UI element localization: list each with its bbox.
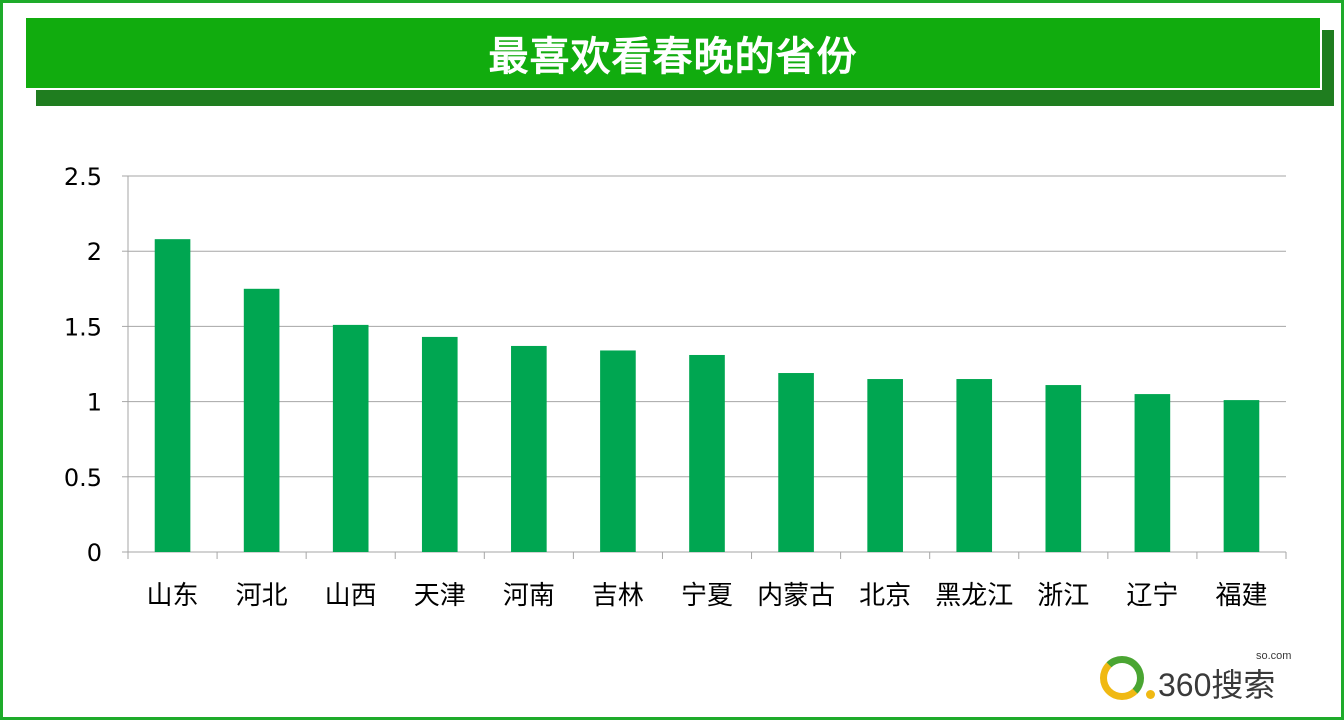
x-tick-labels: 山东 河北 山西 天津 河南 吉林 宁夏 内蒙古 北京 黑龙江 浙江 辽宁 福建 xyxy=(147,581,1268,611)
y-tick-label: 2 xyxy=(87,238,102,266)
bar-福建 xyxy=(1223,400,1260,552)
y-tick-label: 2.5 xyxy=(64,163,102,191)
bar-天津 xyxy=(421,336,458,552)
bar-辽宁 xyxy=(1134,394,1171,552)
bar-河南 xyxy=(511,345,547,552)
y-tick-label: 1.5 xyxy=(64,313,102,341)
bar-山西 xyxy=(332,324,369,552)
y-tick-label: 0.5 xyxy=(64,464,102,492)
x-tick-label: 河南 xyxy=(503,581,555,611)
bar-山东 xyxy=(154,239,191,552)
x-tick-label: 吉林 xyxy=(592,581,644,611)
bar-宁夏 xyxy=(689,354,725,552)
y-tick-labels: 0 0.5 1 1.5 2 2.5 xyxy=(64,163,102,567)
logo-domain: so.com xyxy=(1256,650,1292,662)
title-banner: 最喜欢看春晚的省份 xyxy=(24,16,1322,90)
x-tick-label: 福建 xyxy=(1215,581,1267,611)
x-tick-label: 辽宁 xyxy=(1126,581,1178,611)
brand-logo: so.com 360搜索 xyxy=(1100,650,1300,708)
x-tick-label: 天津 xyxy=(414,581,466,611)
x-tick-label: 浙江 xyxy=(1037,581,1089,611)
bar-北京 xyxy=(867,379,903,552)
logo-dot-icon xyxy=(1146,690,1155,699)
bar-内蒙古 xyxy=(778,373,814,552)
x-tick-label: 山东 xyxy=(147,581,199,611)
y-tick-label: 1 xyxy=(87,389,102,417)
logo-text: 360搜索 xyxy=(1158,667,1276,703)
bar-黑龙江 xyxy=(956,379,993,552)
x-tick-label: 山西 xyxy=(325,581,377,611)
x-tick-label: 宁夏 xyxy=(681,581,733,611)
bars xyxy=(154,239,1260,552)
bar-河北 xyxy=(243,288,280,552)
bar-浙江 xyxy=(1045,385,1082,552)
x-tick-label: 内蒙古 xyxy=(757,581,835,611)
x-tick-label: 黑龙江 xyxy=(935,581,1013,611)
x-tick-label: 北京 xyxy=(859,581,911,611)
x-tick-label: 河北 xyxy=(236,581,288,611)
chart-title: 最喜欢看春晚的省份 xyxy=(488,34,858,80)
bar-吉林 xyxy=(600,350,636,552)
y-tick-label: 0 xyxy=(87,539,102,567)
logo-ring-icon xyxy=(1100,656,1144,700)
